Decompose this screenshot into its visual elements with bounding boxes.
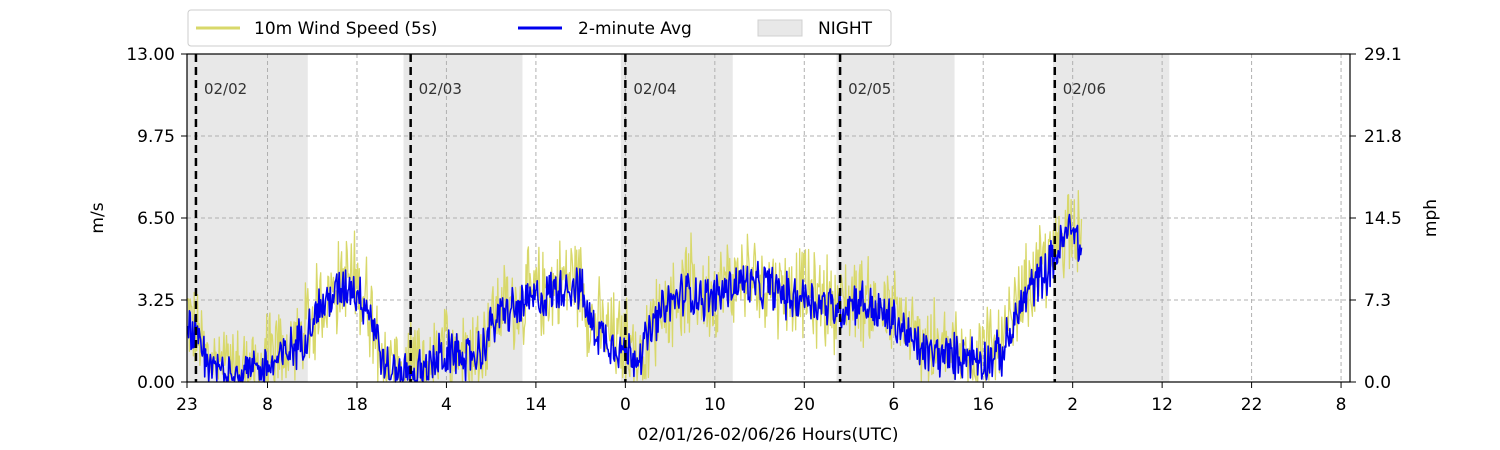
day-marker-label-4: 02/05: [848, 80, 891, 98]
x-tick-label-1: 8: [262, 395, 273, 415]
day-marker-label-2: 02/03: [419, 80, 462, 98]
day-marker-label-1: 02/02: [204, 80, 247, 98]
x-axis-title: 02/01/26-02/06/26 Hours(UTC): [637, 425, 898, 445]
x-tick-label-4: 14: [525, 395, 547, 415]
axes: 0.00 3.25 6.50 9.75 13.00 0.0 7.3 14.5 21.8 29.1 2…: [126, 45, 1402, 415]
y-tick-label-right-4: 29.1: [1364, 45, 1402, 65]
x-tick-label-5: 0: [620, 395, 631, 415]
y-axis-title-right: mph: [1421, 199, 1441, 237]
y-tick-label-left-3: 9.75: [137, 127, 175, 147]
y-tick-label-left-1: 3.25: [137, 291, 175, 311]
x-tick-label-12: 22: [1241, 395, 1263, 415]
x-tick-label-10: 2: [1067, 395, 1078, 415]
day-marker-label-3: 02/04: [633, 80, 676, 98]
x-tick-label-13: 8: [1336, 395, 1347, 415]
y-tick-label-right-1: 7.3: [1364, 291, 1391, 311]
x-tick-label-2: 18: [346, 395, 368, 415]
x-tick-label-3: 4: [441, 395, 452, 415]
night-band-1: [187, 54, 308, 382]
legend: 10m Wind Speed (5s) 2-minute Avg NIGHT: [187, 9, 892, 47]
y-tick-label-right-2: 14.5: [1364, 209, 1402, 229]
y-tick-label-right-3: 21.8: [1364, 127, 1402, 147]
day-markers: 02/02 02/03 02/04 02/05 02/06: [194, 54, 1106, 382]
legend-label-wind-speed: 10m Wind Speed (5s): [254, 19, 437, 39]
x-tick-label-6: 10: [704, 395, 726, 415]
two-minute-avg-line: [186, 213, 1083, 383]
legend-label-night: NIGHT: [818, 19, 873, 39]
y-tick-label-right-0: 0.0: [1364, 373, 1391, 393]
grid-lines: [187, 54, 1350, 382]
y-tick-label-left-4: 13.00: [126, 45, 175, 65]
x-tick-label-7: 20: [793, 395, 815, 415]
day-marker-label-5: 02/06: [1063, 80, 1106, 98]
y-axis-title-left: m/s: [88, 202, 108, 233]
y-tick-label-left-0: 0.00: [137, 373, 175, 393]
x-tick-label-8: 6: [888, 395, 899, 415]
y-tick-label-left-2: 6.50: [137, 209, 175, 229]
two-minute-avg-series: [186, 213, 1083, 383]
x-tick-label-0: 23: [176, 395, 198, 415]
x-tick-label-11: 12: [1151, 395, 1173, 415]
legend-label-two-minute-avg: 2-minute Avg: [578, 19, 692, 39]
legend-swatch-night: [757, 19, 803, 37]
x-tick-label-9: 16: [972, 395, 994, 415]
